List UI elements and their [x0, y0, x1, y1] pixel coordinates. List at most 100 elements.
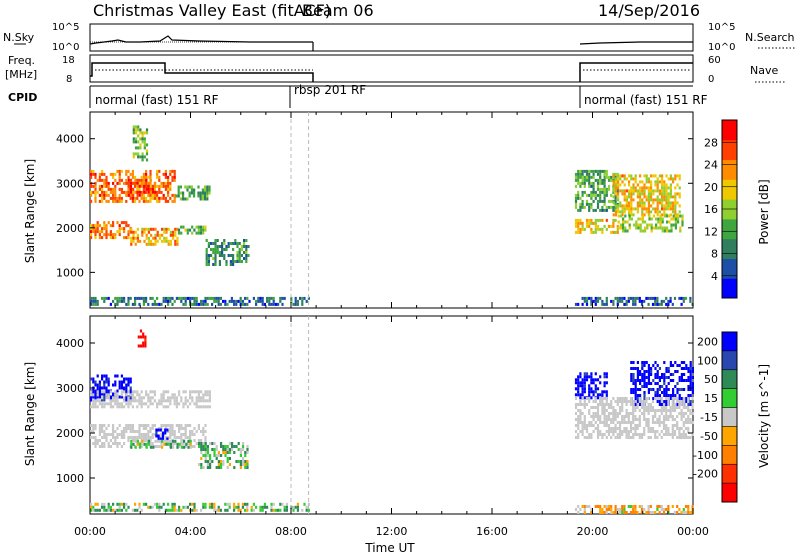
echo-cell	[163, 230, 166, 234]
echo-cell	[594, 190, 597, 194]
echo-cell	[215, 299, 218, 303]
echo-cell	[667, 186, 670, 190]
echo-cell	[171, 193, 174, 197]
echo-cell	[103, 386, 106, 390]
echo-cell	[167, 405, 170, 409]
echo-cell	[178, 424, 181, 427]
echo-cell	[610, 421, 613, 424]
echo-cell	[105, 175, 108, 179]
echo-cell	[145, 196, 148, 200]
echo-cell	[640, 505, 644, 508]
echo-cell	[169, 396, 172, 400]
colorbar-tick-label: -50	[700, 430, 718, 443]
echo-cell	[233, 302, 236, 306]
echo-cell	[601, 227, 604, 231]
echo-cell	[658, 403, 661, 406]
echo-cell	[579, 227, 582, 231]
echo-cell	[147, 175, 150, 179]
echo-cell	[114, 383, 117, 387]
echo-cell	[672, 388, 675, 391]
echo-cell	[689, 296, 692, 300]
echo-cell	[94, 380, 97, 384]
echo-cell	[268, 302, 271, 306]
echo-cell	[592, 299, 595, 303]
echo-cell	[630, 391, 633, 394]
echo-cell	[672, 210, 675, 214]
echo-cell	[118, 233, 121, 237]
echo-cell	[230, 296, 233, 300]
echo-cell	[236, 254, 239, 257]
echo-cell	[682, 424, 685, 427]
echo-cell	[125, 502, 128, 506]
echo-cell	[656, 421, 659, 424]
echo-cell	[200, 508, 203, 512]
echo-cell	[652, 189, 655, 193]
echo-cell	[596, 433, 600, 436]
echo-cell	[149, 296, 152, 300]
echo-cell	[639, 223, 642, 227]
echo-cell	[665, 296, 668, 300]
echo-cell	[96, 393, 99, 397]
echo-cell	[583, 178, 586, 182]
echo-cell	[206, 191, 209, 195]
echo-cell	[585, 199, 589, 203]
echo-cell	[643, 373, 646, 376]
echo-cell	[149, 199, 152, 203]
echo-cell	[678, 174, 681, 178]
echo-cell	[590, 511, 593, 514]
echo-cell	[610, 505, 613, 508]
echo-cell	[616, 508, 619, 511]
echo-cell	[114, 393, 117, 397]
echo-cell	[592, 390, 595, 394]
echo-cell	[643, 397, 646, 400]
echo-cell	[116, 389, 119, 393]
echo-cell	[588, 375, 591, 379]
echo-cell	[202, 396, 205, 400]
echo-cell	[643, 189, 646, 193]
echo-cell	[186, 188, 189, 192]
echo-cell	[307, 502, 310, 506]
echo-cell	[603, 412, 606, 415]
echo-cell	[641, 379, 644, 382]
echo-cell	[596, 396, 600, 400]
echo-cell	[658, 189, 661, 193]
echo-cell	[596, 505, 600, 508]
echo-cell	[661, 226, 664, 230]
echo-cell	[107, 193, 110, 197]
echo-cell	[621, 397, 624, 400]
echo-cell	[277, 302, 280, 306]
echo-cell	[658, 418, 661, 421]
echo-cell	[101, 398, 104, 402]
echo-cell	[143, 146, 146, 150]
echo-cell	[647, 508, 650, 511]
echo-cell	[581, 387, 584, 391]
echo-cell	[640, 299, 644, 303]
echo-cell	[164, 399, 167, 403]
echo-cell	[149, 427, 152, 430]
echo-cell	[184, 424, 187, 427]
echo-cell	[151, 433, 154, 436]
echo-cell	[599, 508, 602, 511]
echo-cell	[165, 239, 168, 243]
echo-cell	[107, 508, 110, 512]
echo-cell	[654, 198, 657, 202]
echo-cell	[247, 254, 250, 257]
echo-cell	[250, 508, 253, 512]
echo-cell	[687, 388, 690, 391]
echo-cell	[663, 226, 666, 230]
echo-cell	[158, 187, 161, 191]
echo-cell	[678, 394, 681, 397]
echo-cell	[303, 296, 306, 300]
echo-cell	[90, 169, 93, 173]
echo-cell	[180, 508, 183, 512]
echo-cell	[634, 418, 637, 421]
echo-cell	[689, 299, 692, 303]
echo-cell	[236, 242, 239, 245]
echo-cell	[599, 187, 602, 191]
echo-cell	[632, 186, 635, 190]
echo-cell	[652, 226, 655, 230]
echo-cell	[640, 403, 644, 406]
echo-cell	[145, 158, 149, 162]
echo-cell	[594, 296, 597, 300]
echo-cell	[605, 403, 608, 406]
